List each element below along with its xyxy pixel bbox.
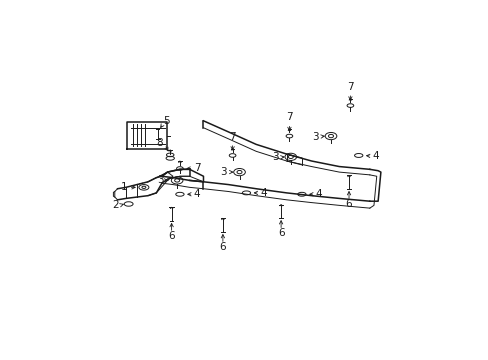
Text: 4: 4 [193,189,200,199]
Text: 4: 4 [315,189,322,199]
Text: 6: 6 [219,242,226,252]
Text: 3: 3 [220,167,226,177]
Text: 5: 5 [163,116,169,126]
Text: 7: 7 [229,132,235,141]
Text: 6: 6 [168,231,175,241]
Text: 4: 4 [260,188,266,198]
Text: 6: 6 [277,228,284,238]
Text: 8: 8 [156,138,163,148]
Text: 2: 2 [112,201,119,210]
Text: 7: 7 [346,82,353,92]
Text: 3: 3 [311,132,318,141]
Text: 7: 7 [285,112,292,122]
Text: 3: 3 [156,175,163,185]
Text: 6: 6 [345,199,352,209]
Text: 3: 3 [271,152,278,162]
Text: 4: 4 [372,151,378,161]
Text: 7: 7 [193,163,200,174]
Text: 1: 1 [121,183,127,192]
